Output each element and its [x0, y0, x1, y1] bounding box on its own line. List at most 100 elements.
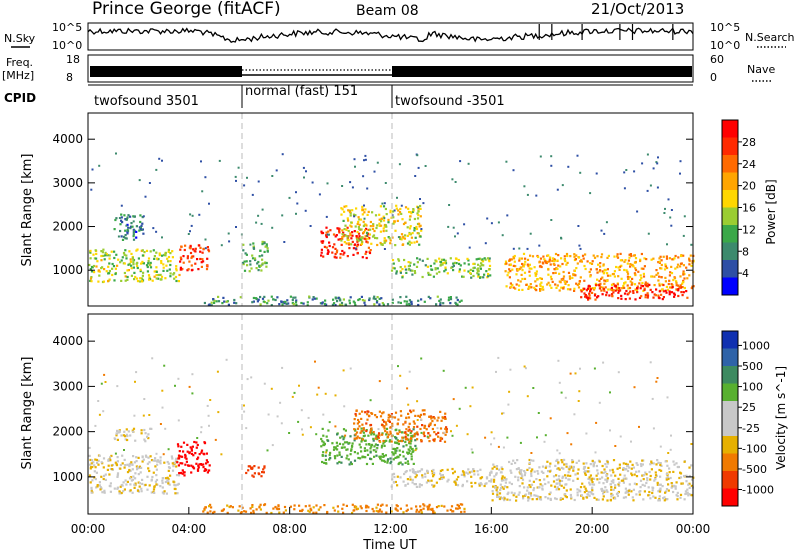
heatmap-cell [312, 296, 315, 299]
heatmap-cell [410, 236, 413, 239]
heatmap-cell [415, 485, 418, 488]
heatmap-cell [388, 414, 392, 418]
heatmap-cell [424, 264, 427, 267]
heatmap-cell [451, 510, 454, 513]
heatmap-cell [312, 506, 315, 509]
heatmap-cell [97, 459, 100, 462]
heatmap-cell [389, 439, 392, 442]
heatmap-cell [398, 211, 402, 214]
heatmap-cell [389, 457, 392, 460]
heatmap-cell [575, 254, 578, 257]
heatmap-cell [263, 503, 267, 506]
heatmap-cell [520, 473, 523, 476]
heatmap-cell [155, 251, 158, 254]
heatmap-cell [154, 465, 157, 468]
heatmap-cell [206, 461, 209, 464]
heatmap-cell [252, 296, 255, 300]
heatmap-cell [639, 279, 642, 282]
heatmap-cell [617, 371, 620, 374]
heatmap-cell [347, 209, 350, 212]
heatmap-cell [146, 462, 149, 465]
heatmap-cell [332, 506, 335, 509]
heatmap-cell [623, 171, 626, 174]
heatmap-cell [507, 271, 510, 274]
heatmap-cell [407, 429, 410, 432]
heatmap-cell [412, 471, 415, 474]
heatmap-cell [141, 249, 144, 252]
heatmap-cell [140, 487, 143, 490]
heatmap-cell [248, 270, 251, 273]
heatmap-cell [551, 259, 554, 262]
heatmap-cell [335, 251, 338, 254]
heatmap-cell [174, 384, 176, 387]
heatmap-cell [415, 265, 419, 268]
heatmap-cell [141, 254, 144, 257]
heatmap-cell [537, 486, 540, 489]
heatmap-cell [604, 280, 607, 283]
heatmap-cell [99, 486, 102, 489]
heatmap-cell [243, 269, 247, 272]
heatmap-cell [397, 442, 400, 446]
heatmap-cell [140, 466, 143, 469]
heatmap-cell [448, 204, 451, 206]
heatmap-cell [682, 271, 685, 274]
heatmap-cell [407, 412, 410, 415]
heatmap-cell [436, 419, 439, 422]
heatmap-cell [142, 458, 145, 461]
heatmap-cell [633, 254, 636, 257]
heatmap-cell [562, 270, 565, 274]
heatmap-cell [103, 474, 106, 477]
heatmap-cell [362, 175, 365, 178]
heatmap-cell [407, 403, 410, 406]
heatmap-cell [382, 442, 385, 445]
heatmap-cell [338, 460, 341, 464]
heatmap-cell [263, 295, 266, 298]
heatmap-cell [129, 469, 132, 472]
heatmap-cell [333, 509, 336, 512]
heatmap-cell [413, 217, 416, 221]
heatmap-cell [657, 461, 660, 464]
heatmap-cell [348, 210, 352, 214]
heatmap-cell [89, 458, 92, 462]
heatmap-cell [124, 275, 127, 278]
x-tick-label: 12:00 [373, 522, 408, 536]
heatmap-cell [141, 216, 144, 219]
heatmap-cell [463, 223, 466, 226]
heatmap-cell [104, 254, 107, 257]
heatmap-cell [357, 239, 360, 242]
heatmap-cell [183, 474, 186, 477]
heatmap-cell [276, 508, 279, 511]
heatmap-cell [380, 446, 383, 449]
heatmap-cell [341, 229, 344, 232]
heatmap-cell [659, 475, 662, 478]
heatmap-cell [350, 448, 353, 451]
heatmap-cell [471, 451, 474, 454]
heatmap-cell [365, 224, 368, 227]
heatmap-cell [90, 486, 93, 489]
heatmap-cell [271, 444, 274, 447]
heatmap-cell [258, 255, 261, 258]
heatmap-cell [669, 476, 672, 480]
heatmap-cell [345, 504, 348, 507]
heatmap-cell [321, 440, 324, 443]
heatmap-cell [635, 483, 638, 486]
heatmap-cell [157, 273, 160, 277]
heatmap-cell [337, 297, 340, 300]
heatmap-cell [349, 214, 352, 217]
heatmap-cell [581, 254, 585, 257]
heatmap-cell [461, 503, 464, 506]
heatmap-cell [246, 378, 249, 381]
heatmap-cell [366, 453, 370, 456]
heatmap-cell [399, 237, 402, 240]
heatmap-cell [381, 412, 384, 415]
heatmap-cell [325, 303, 328, 306]
heatmap-cell [670, 434, 672, 437]
heatmap-cell [461, 485, 464, 488]
heatmap-cell [457, 505, 460, 508]
heatmap-cell [578, 244, 581, 247]
heatmap-cell [601, 464, 604, 468]
heatmap-cell [272, 507, 275, 510]
heatmap-cell [383, 241, 386, 244]
heatmap-cell [590, 492, 593, 495]
heatmap-cell [345, 457, 348, 460]
